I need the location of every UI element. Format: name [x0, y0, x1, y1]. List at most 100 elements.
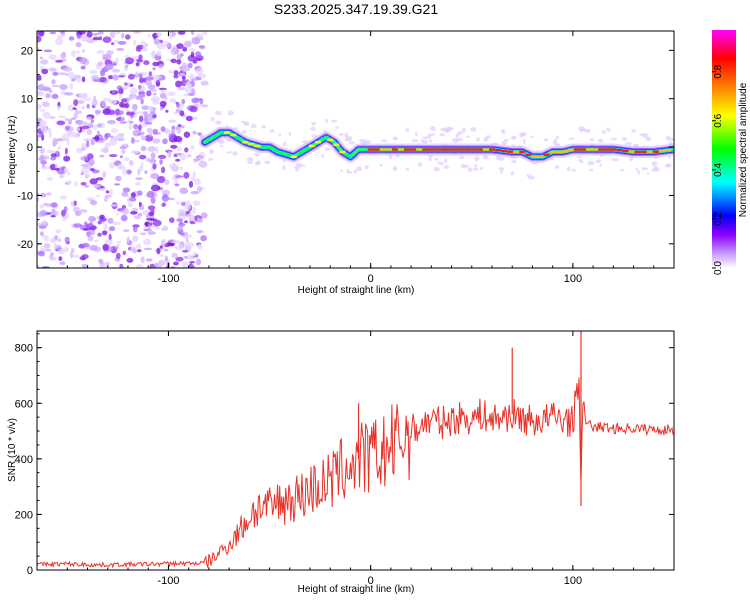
- noise-blob: [132, 248, 137, 254]
- faint-blob: [330, 119, 338, 123]
- noise-blob: [191, 78, 199, 81]
- noise-blob: [135, 96, 142, 100]
- noise-blob: [173, 261, 179, 266]
- ridge-peak: [470, 148, 477, 151]
- noise-blob: [41, 166, 51, 170]
- faint-blob: [353, 169, 357, 174]
- faint-blob: [460, 164, 467, 169]
- noise-blob: [156, 32, 163, 37]
- noise-blob: [143, 44, 148, 48]
- faint-blob: [288, 132, 292, 136]
- ridge-peak: [248, 142, 255, 146]
- ridge-peak: [501, 149, 508, 153]
- faint-blob: [483, 137, 489, 142]
- noise-blob: [141, 105, 150, 110]
- noise-blob: [179, 166, 184, 171]
- noise-blob: [98, 135, 104, 139]
- noise-blob: [119, 155, 123, 159]
- noise-blob: [146, 90, 152, 97]
- noise-blob: [184, 147, 189, 153]
- y-tick-label: 800: [15, 343, 33, 355]
- faint-blob: [606, 127, 611, 132]
- faint-blob: [429, 157, 432, 162]
- noise-blob: [131, 103, 138, 111]
- spectrogram-title: S233.2025.347.19.39.G21: [274, 1, 438, 17]
- noise-blob: [195, 51, 202, 57]
- y-tick-label: 600: [15, 398, 33, 410]
- faint-blob: [405, 167, 410, 171]
- noise-blob: [155, 146, 159, 154]
- noise-blob: [152, 67, 156, 71]
- noise-blob: [81, 66, 86, 70]
- noise-blob: [118, 75, 126, 78]
- faint-blob: [503, 138, 509, 142]
- faint-blob: [430, 125, 436, 131]
- noise-blob: [150, 173, 160, 179]
- noise-blob: [185, 242, 195, 248]
- ridge-peak: [622, 149, 629, 153]
- faint-blob: [461, 127, 466, 133]
- noise-blob: [92, 32, 99, 36]
- spectrogram-ylabel: Frequency (Hz): [7, 116, 18, 185]
- faint-blob: [392, 136, 398, 141]
- noise-blob: [143, 226, 149, 229]
- faint-blob: [499, 167, 505, 172]
- noise-blob: [111, 90, 116, 93]
- noise-blob: [151, 50, 156, 58]
- faint-blob: [282, 165, 286, 171]
- faint-blob: [348, 141, 356, 145]
- noise-blob: [165, 109, 169, 113]
- noise-blob: [130, 192, 136, 198]
- faint-blob: [482, 154, 489, 160]
- noise-blob: [121, 32, 125, 39]
- noise-blob: [193, 159, 199, 163]
- noise-blob: [42, 220, 47, 225]
- noise-blob: [38, 250, 45, 257]
- noise-blob: [176, 53, 182, 59]
- noise-blob: [86, 231, 91, 237]
- faint-blob: [465, 135, 470, 138]
- noise-blob: [130, 87, 138, 95]
- noise-blob: [58, 72, 67, 76]
- noise-blob: [164, 40, 168, 44]
- noise-blob: [200, 104, 209, 108]
- noise-blob: [185, 200, 191, 208]
- ridge-peak: [327, 138, 334, 141]
- faint-blob: [635, 167, 638, 172]
- noise-blob: [63, 66, 73, 72]
- noise-blob: [140, 256, 145, 264]
- noise-blob: [147, 33, 151, 38]
- noise-blob: [45, 203, 52, 208]
- noise-blob: [79, 57, 88, 65]
- faint-blob: [243, 123, 250, 126]
- noise-blob: [176, 146, 182, 151]
- noise-blob: [182, 46, 188, 52]
- noise-blob: [37, 91, 45, 97]
- noise-blob: [65, 125, 70, 131]
- faint-blob: [219, 145, 224, 148]
- faint-blob: [665, 136, 671, 141]
- noise-blob: [189, 221, 196, 225]
- noise-blob: [183, 93, 190, 97]
- noise-blob: [73, 74, 81, 79]
- faint-blob: [568, 137, 575, 140]
- noise-blob: [124, 82, 128, 86]
- faint-blob: [652, 166, 659, 171]
- noise-blob: [71, 50, 76, 58]
- noise-blob: [119, 137, 126, 142]
- snr-ylabel: SNR (10 * v/v): [7, 418, 18, 482]
- noise-blob: [170, 58, 177, 64]
- noise-blob: [163, 193, 168, 198]
- ridge-peak: [531, 155, 538, 158]
- noise-blob: [156, 42, 166, 50]
- colorbar: [712, 30, 736, 268]
- noise-blob: [135, 181, 142, 186]
- noise-blob: [120, 214, 128, 222]
- noise-blob: [176, 201, 180, 205]
- faint-blob: [519, 133, 524, 138]
- noise-blob: [40, 192, 47, 198]
- noise-blob: [109, 188, 113, 195]
- faint-blob: [637, 170, 641, 175]
- noise-blob: [80, 182, 87, 186]
- spectrogram-xlabel: Height of straight line (km): [298, 285, 415, 296]
